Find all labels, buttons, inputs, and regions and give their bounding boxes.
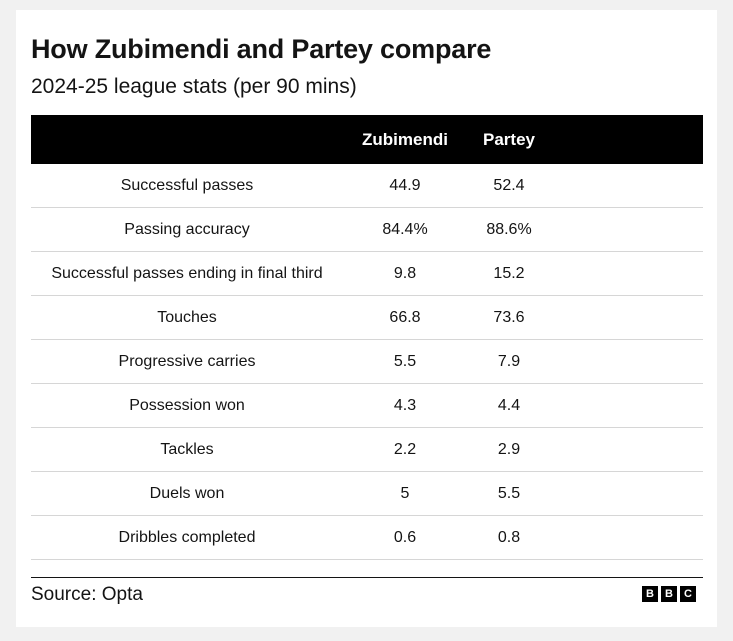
metric-label: Dribbles completed	[31, 515, 343, 560]
table-header-row: Zubimendi Partey	[31, 115, 703, 164]
table-row: Successful passes ending in final third …	[31, 251, 703, 296]
partey-value: 0.8	[467, 515, 551, 560]
metric-label: Passing accuracy	[31, 207, 343, 252]
header-metric	[31, 115, 343, 164]
zubimendi-value: 9.8	[343, 251, 467, 296]
row-spacer	[551, 339, 703, 384]
partey-value: 2.9	[467, 427, 551, 472]
partey-value: 73.6	[467, 295, 551, 340]
row-spacer	[551, 295, 703, 340]
page-title: How Zubimendi and Partey compare	[31, 34, 492, 64]
metric-label: Touches	[31, 295, 343, 340]
row-spacer	[551, 251, 703, 296]
table-row: Touches 66.8 73.6	[31, 295, 703, 340]
partey-value: 5.5	[467, 471, 551, 516]
table-row: Possession won 4.3 4.4	[31, 383, 703, 428]
metric-label: Tackles	[31, 427, 343, 472]
logo-letter: B	[642, 586, 658, 602]
header-zubimendi: Zubimendi	[362, 129, 448, 149]
partey-value: 88.6%	[467, 207, 551, 252]
metric-label: Successful passes	[31, 164, 343, 208]
logo-letter: C	[680, 586, 696, 602]
stats-table: Zubimendi Partey Successful passes 44.9 …	[31, 115, 703, 560]
table-row: Duels won 5 5.5	[31, 471, 703, 516]
chart-card: How Zubimendi and Partey compare 2024-25…	[16, 10, 717, 627]
zubimendi-value: 2.2	[343, 427, 467, 472]
metric-label: Possession won	[31, 383, 343, 428]
zubimendi-value: 0.6	[343, 515, 467, 560]
row-spacer	[551, 164, 703, 208]
row-spacer	[551, 471, 703, 516]
zubimendi-value: 4.3	[343, 383, 467, 428]
zubimendi-value: 5	[343, 471, 467, 516]
metric-label: Progressive carries	[31, 339, 343, 384]
bbc-logo: B B C	[642, 586, 696, 602]
zubimendi-value: 66.8	[343, 295, 467, 340]
zubimendi-value: 5.5	[343, 339, 467, 384]
header-spacer	[551, 115, 703, 164]
zubimendi-value: 84.4%	[343, 207, 467, 252]
table-row: Progressive carries 5.5 7.9	[31, 339, 703, 384]
footer-divider	[31, 577, 703, 578]
logo-letter: B	[661, 586, 677, 602]
page-subtitle: 2024-25 league stats (per 90 mins)	[31, 75, 357, 98]
row-spacer	[551, 383, 703, 428]
table-row: Passing accuracy 84.4% 88.6%	[31, 207, 703, 252]
header-partey: Partey	[483, 129, 535, 149]
partey-value: 4.4	[467, 383, 551, 428]
partey-value: 15.2	[467, 251, 551, 296]
partey-value: 52.4	[467, 164, 551, 208]
source-note: Source: Opta	[31, 584, 143, 605]
row-spacer	[551, 207, 703, 252]
row-spacer	[551, 427, 703, 472]
table-row: Successful passes 44.9 52.4	[31, 164, 703, 208]
table-row: Tackles 2.2 2.9	[31, 427, 703, 472]
partey-value: 7.9	[467, 339, 551, 384]
metric-label: Successful passes ending in final third	[31, 251, 343, 296]
table-row: Dribbles completed 0.6 0.8	[31, 515, 703, 560]
zubimendi-value: 44.9	[343, 164, 467, 208]
row-spacer	[551, 515, 703, 560]
metric-label: Duels won	[31, 471, 343, 516]
